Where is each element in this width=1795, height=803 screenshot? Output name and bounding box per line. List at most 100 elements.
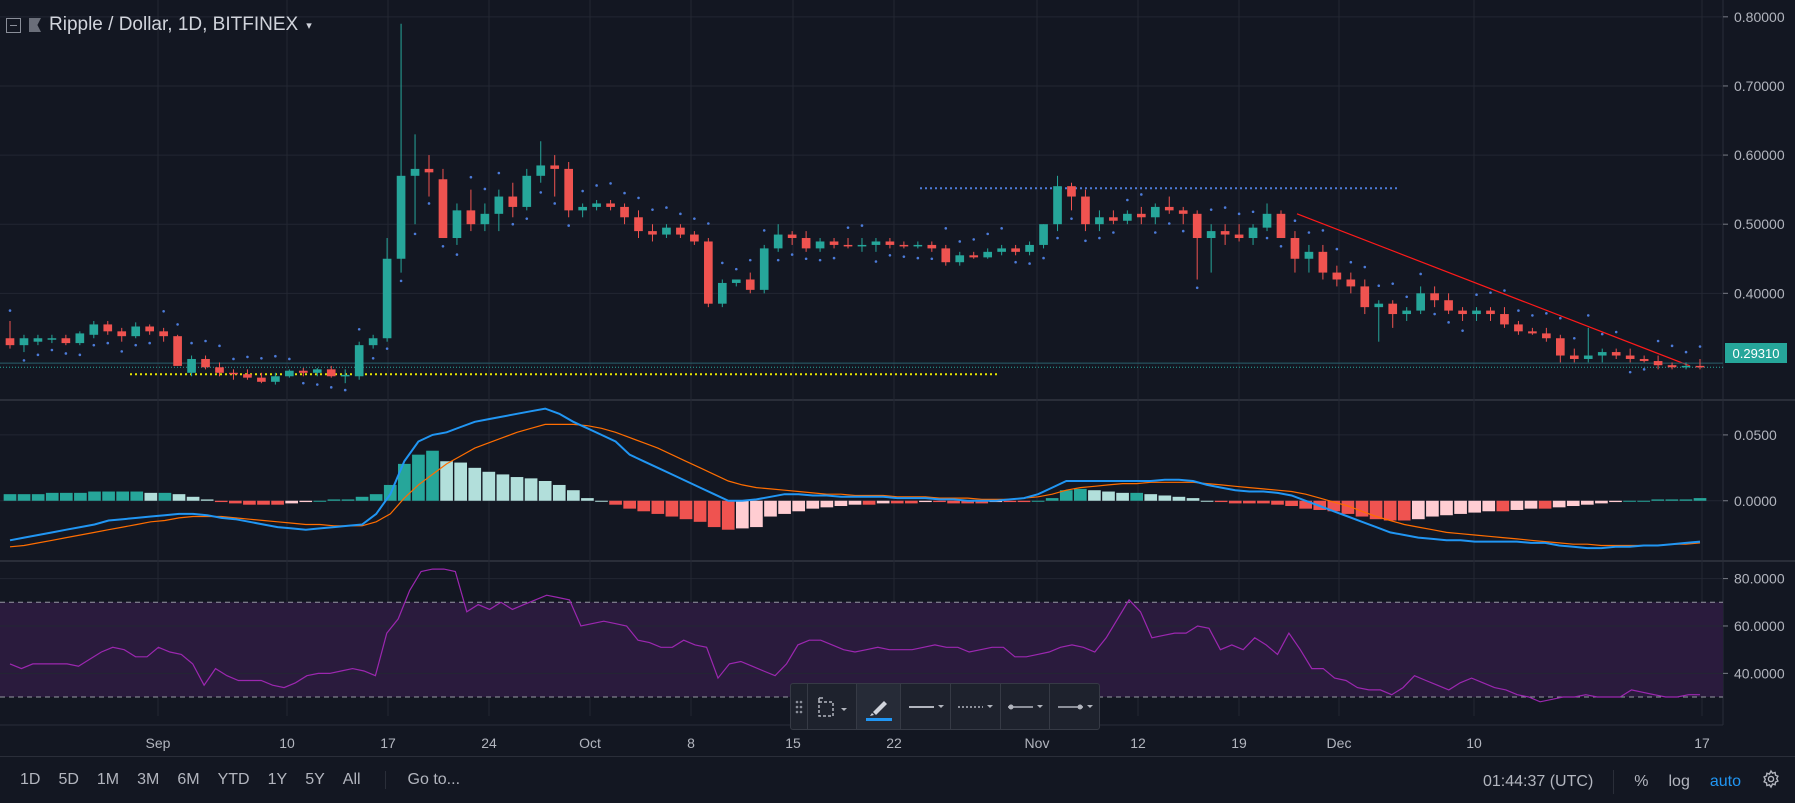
macd-bar bbox=[59, 492, 73, 501]
x-tick-label: 10 bbox=[279, 735, 295, 751]
sar-dot bbox=[204, 339, 207, 343]
candle-body bbox=[1667, 365, 1677, 368]
candle-body bbox=[773, 234, 783, 249]
sar-dot bbox=[637, 196, 640, 200]
macd-bar bbox=[848, 500, 862, 505]
symbol-label[interactable]: Ripple / Dollar, 1D, BITFINEX bbox=[49, 14, 299, 35]
sar-dot bbox=[8, 309, 12, 312]
sar-dot bbox=[525, 217, 529, 220]
chart-area[interactable]: Sep 10 17 24 Oct 8 15 22 Nov 12 19 Dec 10 17 0.80000 0.… bbox=[0, 0, 1795, 756]
sar-dot bbox=[1391, 282, 1395, 285]
sar-dot bbox=[1028, 262, 1031, 265]
goto-button[interactable]: Go to... bbox=[384, 771, 460, 789]
candle-body bbox=[33, 338, 43, 342]
macd-line bbox=[9, 407, 1701, 550]
candle-body bbox=[536, 165, 546, 176]
sar-dot bbox=[218, 344, 221, 348]
auto-toggle[interactable]: auto bbox=[1709, 772, 1741, 790]
candle-body bbox=[1178, 210, 1188, 214]
brush-icon[interactable] bbox=[856, 684, 901, 729]
macd-bar bbox=[1214, 500, 1228, 503]
y-tick-label: 40.0000 bbox=[1734, 665, 1785, 681]
line-width-icon[interactable] bbox=[999, 684, 1050, 729]
percent-toggle[interactable]: % bbox=[1634, 772, 1649, 790]
sar-dot bbox=[1614, 330, 1618, 334]
sar-dot bbox=[553, 202, 557, 205]
sar-dot bbox=[665, 206, 668, 209]
candle-body bbox=[19, 338, 29, 346]
candle-body bbox=[131, 326, 141, 337]
sar-dot bbox=[455, 253, 459, 256]
chevron-down-icon[interactable]: ▾ bbox=[306, 19, 312, 32]
macd-bar bbox=[1679, 499, 1693, 501]
range-all[interactable]: All bbox=[342, 771, 361, 788]
range-1d[interactable]: 1D bbox=[20, 771, 41, 788]
candle-body bbox=[550, 165, 560, 169]
sar-dot bbox=[1000, 227, 1003, 230]
candle-body bbox=[1472, 310, 1481, 315]
log-toggle[interactable]: log bbox=[1668, 772, 1690, 790]
candle-body bbox=[187, 358, 196, 373]
x-tick-label: 15 bbox=[785, 735, 801, 751]
macd-bar bbox=[144, 492, 158, 501]
candle-body bbox=[1067, 186, 1076, 197]
candle-body bbox=[354, 345, 364, 377]
candle-body bbox=[1248, 227, 1258, 239]
macd-bar bbox=[524, 478, 538, 501]
candle-body bbox=[47, 338, 57, 340]
candle-body bbox=[368, 338, 378, 346]
sar-dot bbox=[1531, 314, 1534, 317]
macd-bar bbox=[1651, 499, 1665, 501]
sar-dot bbox=[1489, 291, 1492, 294]
candle-body bbox=[592, 203, 601, 207]
range-6m[interactable]: 6M bbox=[177, 771, 200, 788]
range-ytd[interactable]: YTD bbox=[217, 771, 250, 788]
macd-bar bbox=[975, 500, 989, 504]
range-1y[interactable]: 1Y bbox=[267, 771, 288, 788]
rsi-band bbox=[0, 602, 1723, 698]
candle-body bbox=[1123, 213, 1132, 221]
sar-dot bbox=[1475, 293, 1478, 296]
drag-handle-icon[interactable] bbox=[791, 684, 807, 729]
macd-bar bbox=[74, 492, 87, 501]
candle-body bbox=[690, 234, 699, 242]
dash-style-icon[interactable] bbox=[949, 684, 1000, 729]
candle-body bbox=[606, 203, 615, 207]
gear-icon[interactable] bbox=[1761, 769, 1781, 794]
drawing-toolbar[interactable] bbox=[790, 683, 1100, 730]
range-5y[interactable]: 5Y bbox=[305, 771, 325, 788]
sar-dot bbox=[1279, 245, 1283, 248]
sar-dot bbox=[232, 357, 235, 361]
flag-icon[interactable] bbox=[29, 18, 41, 32]
sar-dot bbox=[329, 386, 333, 389]
candle-body bbox=[340, 374, 350, 377]
symbol-header[interactable]: Ripple / Dollar, 1D, BITFINEX ▾ bbox=[6, 14, 312, 36]
macd-bar bbox=[1059, 490, 1073, 501]
range-1m[interactable]: 1M bbox=[96, 771, 120, 788]
range-3m[interactable]: 3M bbox=[137, 771, 160, 788]
candle-body bbox=[801, 238, 811, 249]
sar-dot bbox=[469, 175, 473, 179]
macd-bar bbox=[637, 500, 651, 512]
macd-histogram bbox=[3, 450, 1707, 530]
select-area-icon[interactable] bbox=[806, 684, 857, 729]
candle-body bbox=[578, 206, 587, 211]
candle-body bbox=[829, 241, 839, 245]
macd-bar bbox=[1496, 500, 1510, 512]
sar-dot bbox=[651, 208, 654, 211]
x-tick-label: 8 bbox=[687, 735, 695, 751]
line-end-icon[interactable] bbox=[1049, 684, 1099, 729]
x-tick-label: Nov bbox=[1025, 735, 1050, 751]
range-5d[interactable]: 5D bbox=[58, 771, 79, 788]
candle-body bbox=[564, 168, 574, 211]
candle-body bbox=[1095, 217, 1104, 225]
macd-bar bbox=[1257, 500, 1270, 504]
collapse-icon[interactable] bbox=[6, 17, 21, 33]
y-tick-label: 0.50000 bbox=[1734, 216, 1785, 232]
macd-bar bbox=[778, 500, 791, 514]
candle-body bbox=[229, 372, 238, 375]
candle-body bbox=[620, 206, 629, 218]
line-style-icon[interactable] bbox=[900, 684, 950, 729]
candle-body bbox=[1500, 314, 1509, 325]
sar-dot bbox=[134, 343, 138, 347]
